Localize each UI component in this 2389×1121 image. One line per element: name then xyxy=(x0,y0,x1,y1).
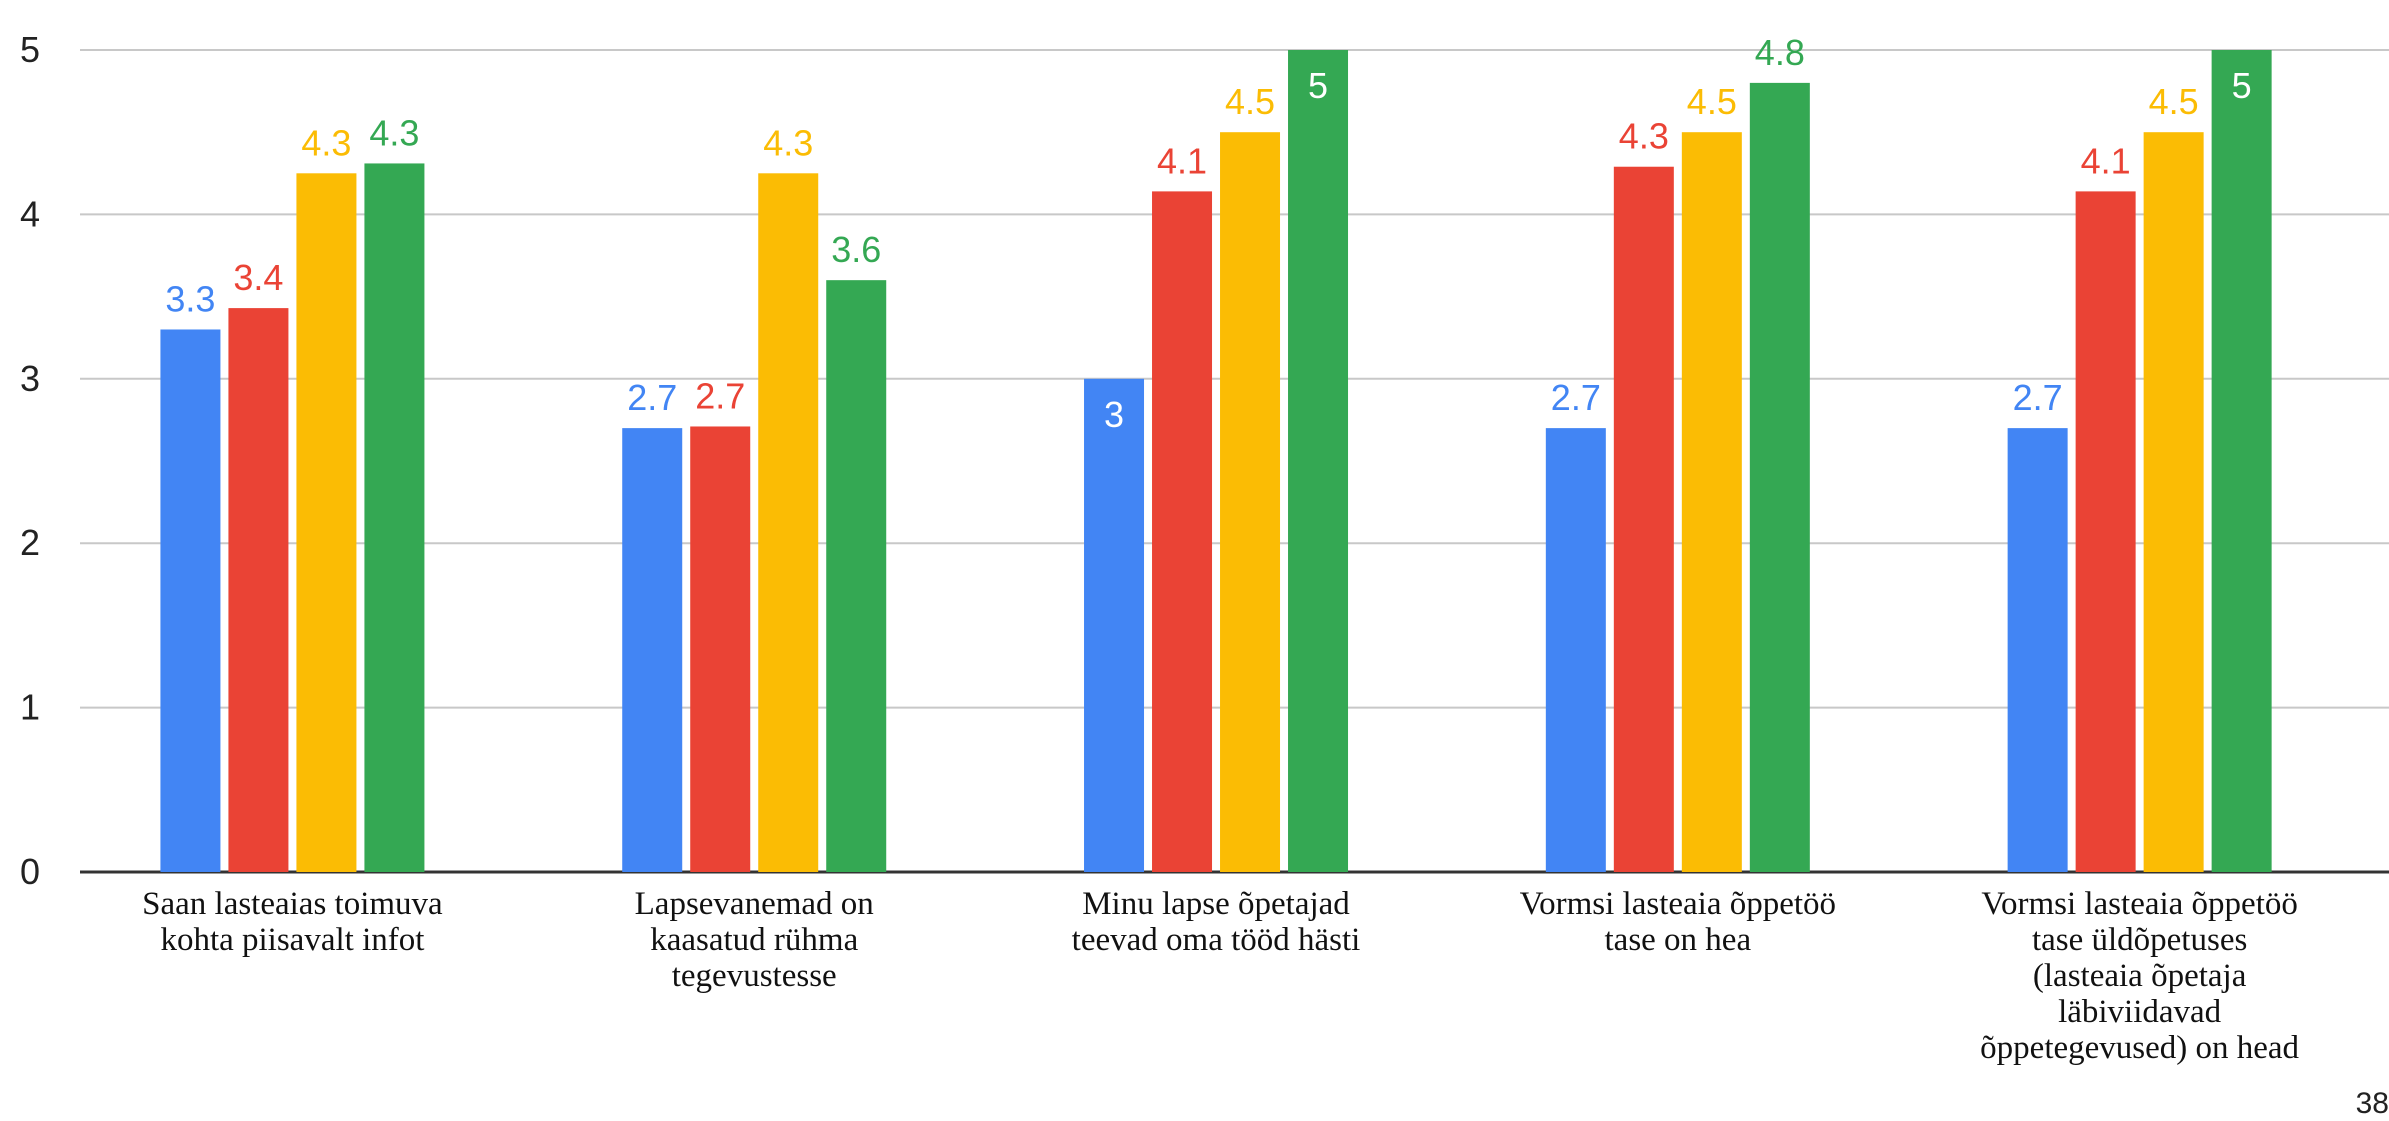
y-tick-label: 3 xyxy=(20,358,40,399)
bar xyxy=(2211,50,2272,872)
data-label: 3.3 xyxy=(165,278,215,319)
data-label: 4.5 xyxy=(1687,81,1737,122)
bar xyxy=(1084,378,1145,872)
data-label: 4.3 xyxy=(301,122,351,163)
bar xyxy=(1681,132,1742,872)
y-tick-label: 1 xyxy=(20,687,40,728)
bar xyxy=(296,173,357,873)
x-tick-label: Lapsevanemad on kaasatud rühma tegevuste… xyxy=(634,886,874,994)
data-label: 2.7 xyxy=(1551,377,1601,418)
data-label: 2.7 xyxy=(2013,377,2063,418)
bar xyxy=(1288,50,1349,872)
bar xyxy=(758,173,819,873)
bar xyxy=(1220,132,1281,872)
data-label: 4.5 xyxy=(2149,81,2199,122)
bar xyxy=(364,163,425,872)
data-label: 4.1 xyxy=(2081,140,2131,181)
bar xyxy=(826,280,887,872)
bar xyxy=(2007,428,2068,872)
data-label: 4.3 xyxy=(1619,116,1669,157)
bar xyxy=(622,428,683,872)
data-label: 5 xyxy=(1308,65,1328,106)
x-tick-label: Vormsi lasteaia õppetöö tase on hea xyxy=(1519,886,1837,958)
data-label: 3.4 xyxy=(233,257,283,298)
data-label: 3 xyxy=(1104,394,1124,435)
bar xyxy=(1749,82,1810,872)
data-label: 4.5 xyxy=(1225,81,1275,122)
bar xyxy=(228,308,289,872)
data-label: 4.3 xyxy=(763,122,813,163)
bar xyxy=(1613,166,1674,872)
y-tick-label: 4 xyxy=(20,193,40,234)
bar xyxy=(690,426,751,872)
y-tick-label: 5 xyxy=(20,29,40,70)
bar xyxy=(2143,132,2204,872)
data-label: 3.6 xyxy=(831,229,881,270)
page-number: 38 xyxy=(2355,1087,2389,1120)
x-tick-label: Vormsi lasteaia õppetöö tase üldõpetuses… xyxy=(1980,886,2300,1066)
bar xyxy=(1545,428,1606,872)
bar xyxy=(2075,191,2136,872)
x-tick-label: Saan lasteaias toimuva kohta piisavalt i… xyxy=(142,886,443,958)
bar xyxy=(1152,191,1213,872)
x-tick-label: Minu lapse õpetajad teevad oma tööd häst… xyxy=(1071,886,1361,958)
data-label: 2.7 xyxy=(627,377,677,418)
data-label: 5 xyxy=(2232,65,2252,106)
data-label: 4.8 xyxy=(1755,32,1805,73)
data-label: 4.1 xyxy=(1157,140,1207,181)
y-tick-label: 2 xyxy=(20,522,40,563)
data-label: 4.3 xyxy=(369,112,419,153)
data-label: 2.7 xyxy=(695,375,745,416)
y-tick-label: 0 xyxy=(20,851,40,892)
bar xyxy=(160,329,221,873)
